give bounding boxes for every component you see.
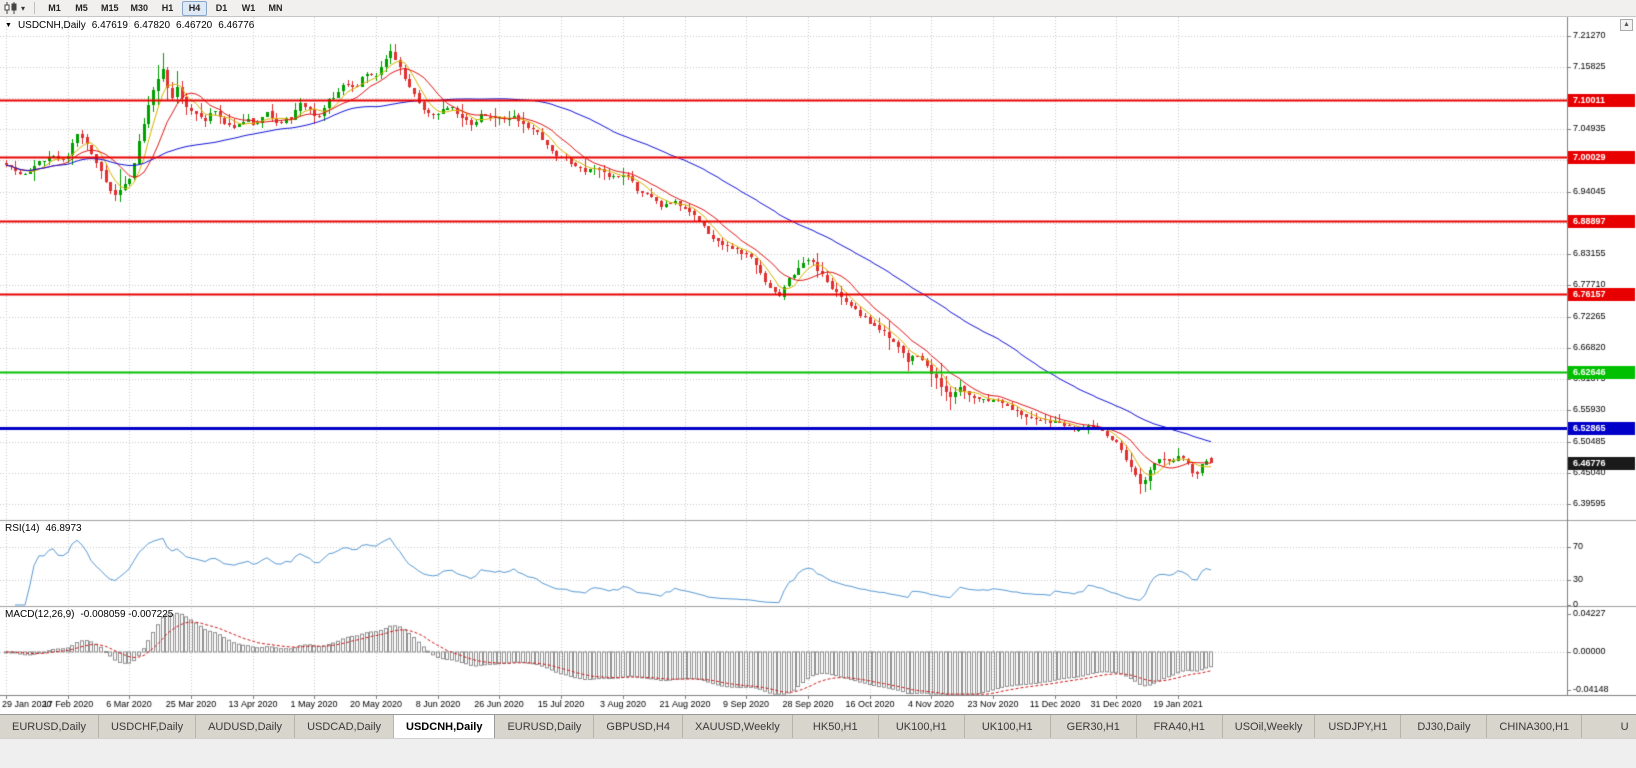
chart-tab-11-ger30-h1[interactable]: GER30,H1 [1051, 715, 1137, 738]
timeframe-button-d1[interactable]: D1 [215, 3, 228, 13]
timeframe-button-m15[interactable]: M15 [101, 3, 119, 13]
status-strip [0, 738, 1636, 768]
timeframe-toolbar: ▾ M1 M5 M15 M30 H1 H4 D1 W1 MN [0, 0, 1636, 17]
chart-tab-9-uk100-h1[interactable]: UK100,H1 [879, 715, 965, 738]
chart-tab-1-usdchf-daily[interactable]: USDCHF,Daily [99, 715, 197, 738]
chart-tab-15-dj30-daily[interactable]: DJ30,Daily [1401, 715, 1488, 738]
price-chart-canvas[interactable] [0, 17, 1636, 714]
timeframe-button-w1[interactable]: W1 [241, 3, 256, 13]
scroll-up-button[interactable]: ▲ [1620, 19, 1633, 31]
chart-tab-4-usdcnh-daily[interactable]: USDCNH,Daily [394, 715, 496, 738]
chart-tab-3-usdcad-daily[interactable]: USDCAD,Daily [295, 715, 395, 738]
chart-tab-2-audusd-daily[interactable]: AUDUSD,Daily [196, 715, 296, 738]
chart-tab-5-eurusd-daily[interactable]: EURUSD,Daily [495, 715, 595, 738]
chart-tab-8-hk50-h1[interactable]: HK50,H1 [793, 715, 879, 738]
candlestick-chart-icon[interactable] [4, 2, 18, 14]
chart-tab-12-fra40-h1[interactable]: FRA40,H1 [1137, 715, 1223, 738]
chart-type-tools: ▾ [4, 2, 27, 14]
chart-tab-16-china300-h1[interactable]: CHINA300,H1 [1487, 715, 1583, 738]
timeframe-button-h1[interactable]: H1 [161, 3, 174, 13]
timeframe-button-mn[interactable]: MN [268, 3, 283, 13]
chart-tab-17-u[interactable]: U [1582, 715, 1636, 738]
chart-tab-14-usdjpy-h1[interactable]: USDJPY,H1 [1315, 715, 1402, 738]
chart-tabs-bar: EURUSD,Daily USDCHF,Daily AUDUSD,Daily USDC… [0, 714, 1636, 738]
chart-tab-0-eurusd-daily[interactable]: EURUSD,Daily [0, 715, 99, 738]
chart-tab-10-uk100-h1[interactable]: UK100,H1 [965, 715, 1051, 738]
timeframe-button-m5[interactable]: M5 [75, 3, 88, 13]
chart-type-dropdown-caret[interactable]: ▾ [21, 3, 26, 13]
timeframe-button-m1[interactable]: M1 [48, 3, 61, 13]
chart-region: ▼ USDCNH,Daily 6.47619 6.47820 6.46720 6… [0, 17, 1636, 714]
chart-tab-13-usoil-weekly[interactable]: USOil,Weekly [1223, 715, 1316, 738]
timeframe-button-h4[interactable]: H4 [182, 0, 208, 16]
timeframe-button-m30[interactable]: M30 [130, 3, 149, 13]
toolbar-separator [34, 2, 36, 14]
chart-tab-7-xauusd-weekly[interactable]: XAUUSD,Weekly [683, 715, 793, 738]
chart-tab-6-gbpusd-h4[interactable]: GBPUSD,H4 [594, 715, 683, 738]
timeframe-buttons-group: M1 M5 M15 M30 H1 H4 D1 W1 MN [42, 0, 288, 16]
